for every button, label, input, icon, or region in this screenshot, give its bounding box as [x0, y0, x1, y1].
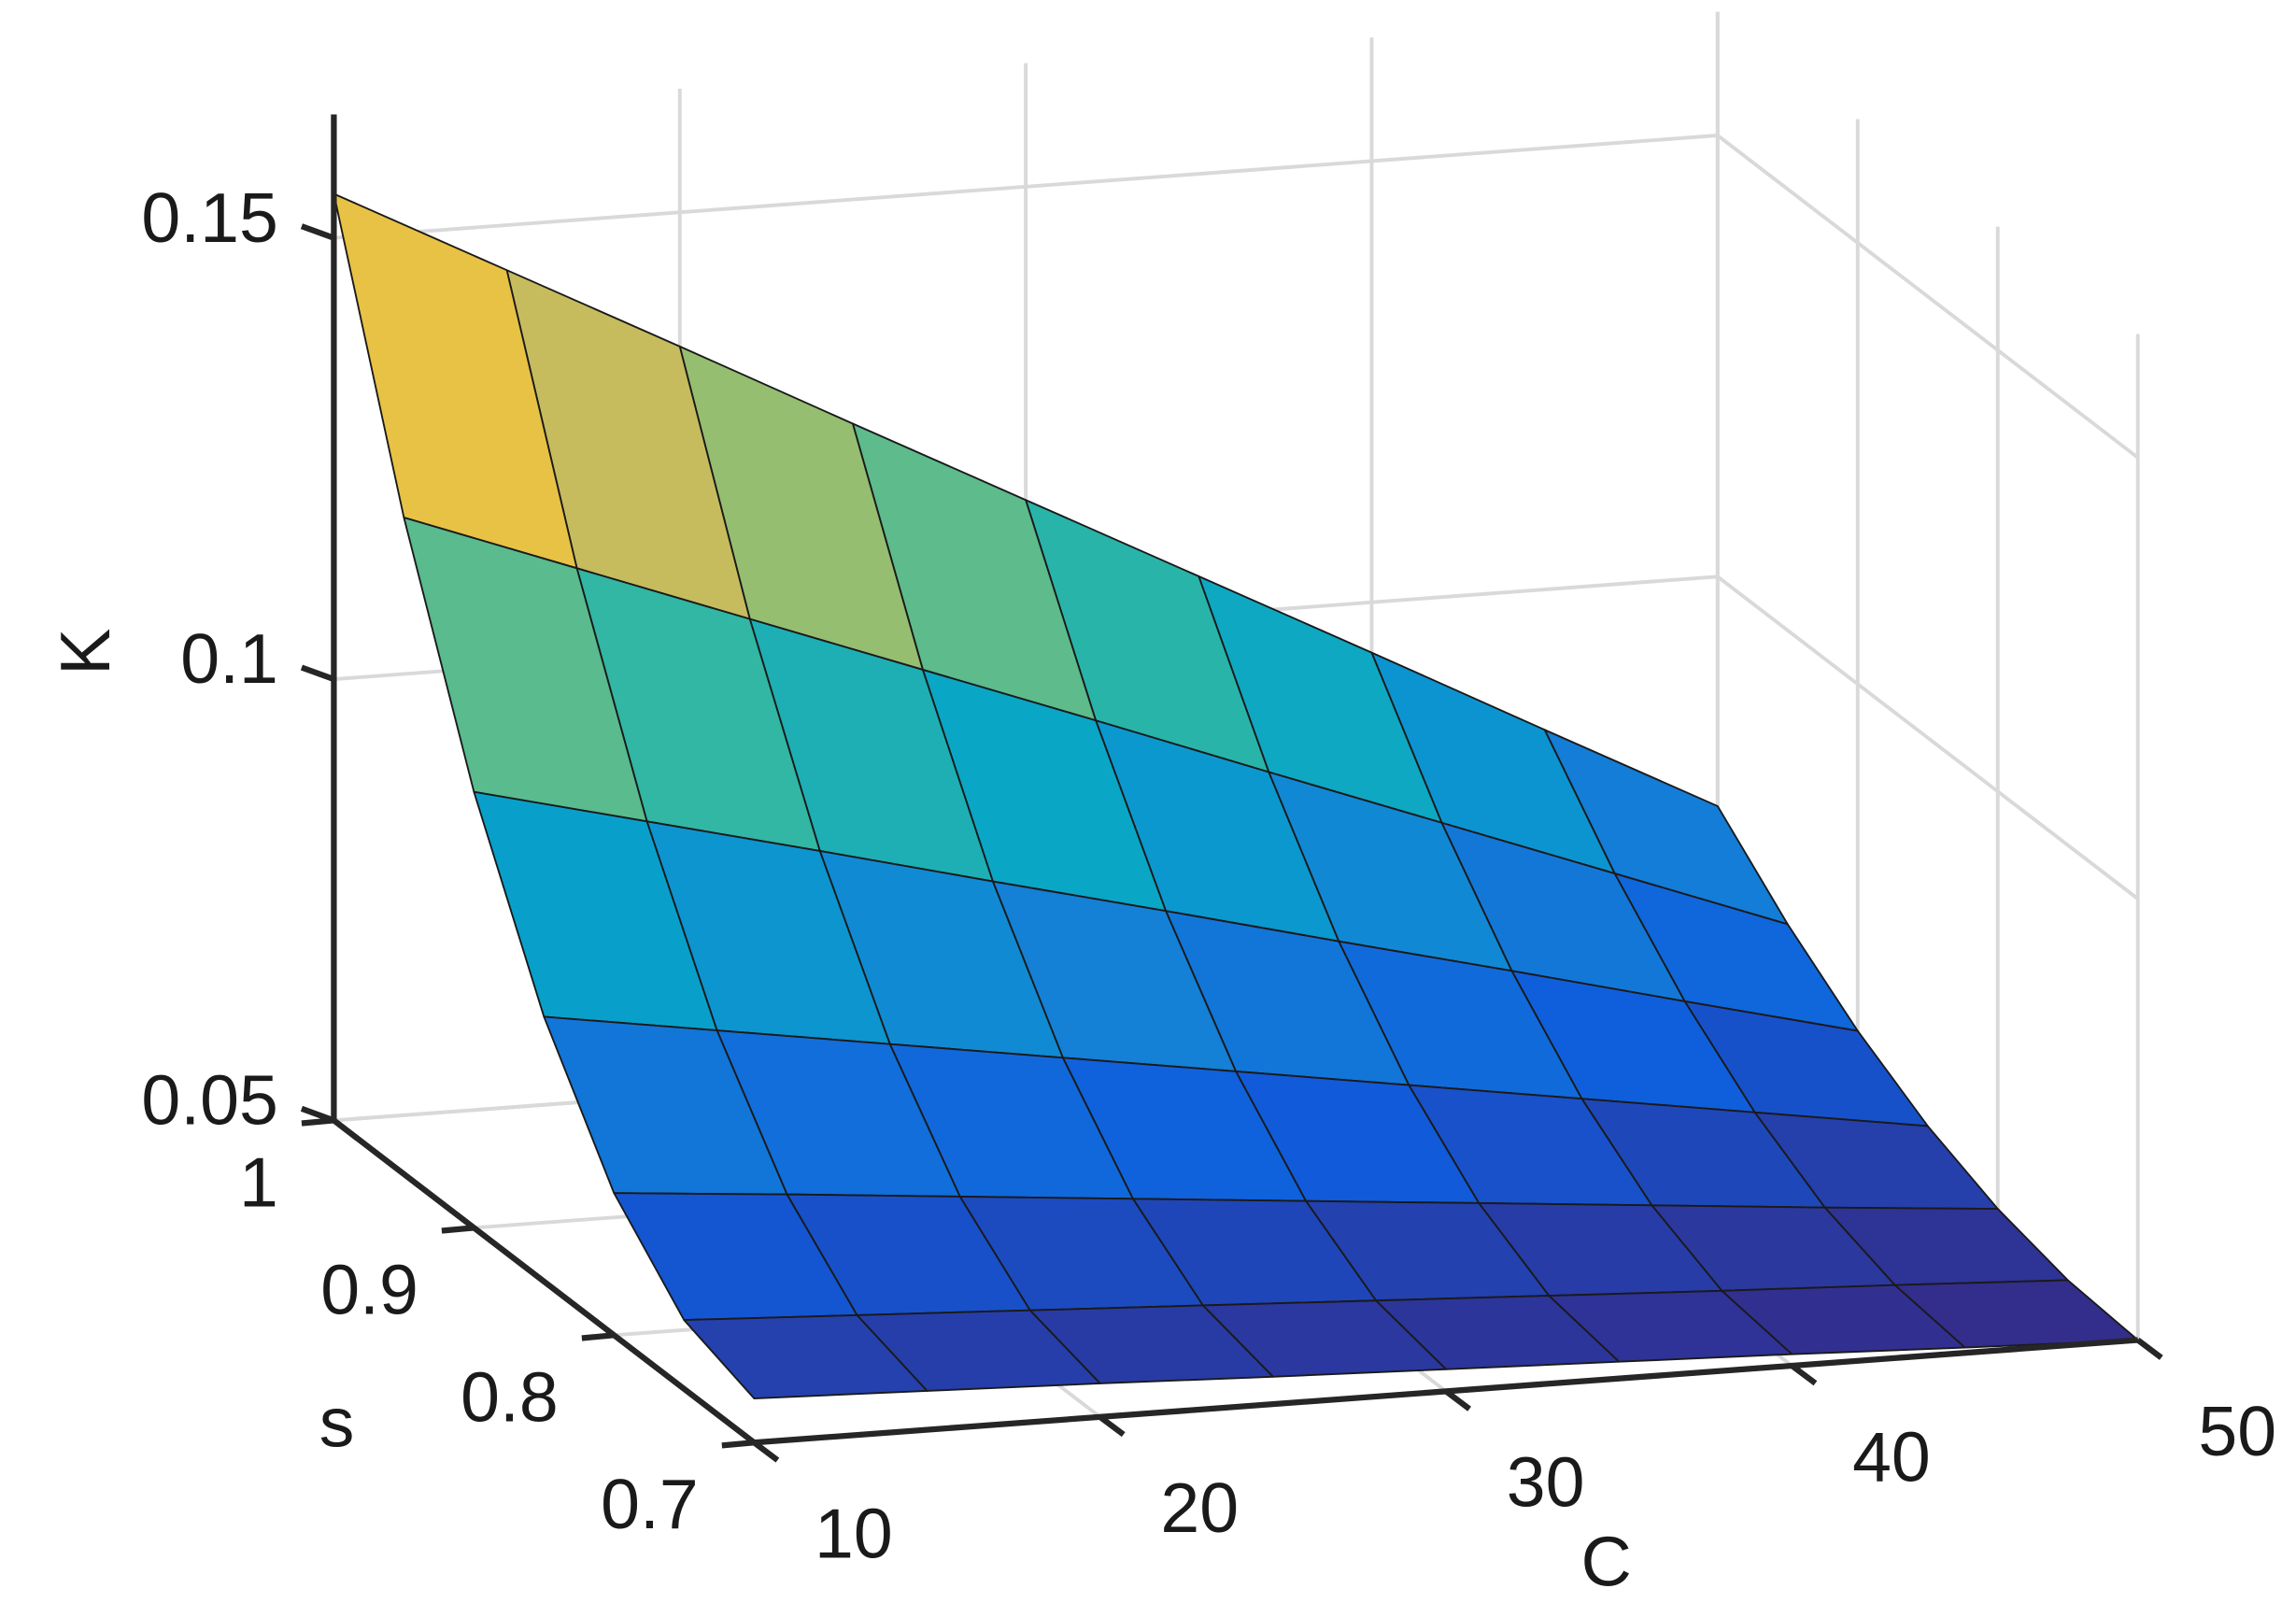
y-tick: [581, 1332, 615, 1341]
grid-line: [333, 134, 1718, 240]
z-tick: [300, 1105, 335, 1124]
y-axis: [332, 1117, 757, 1445]
z-tick: [300, 223, 335, 241]
grid-line: [1716, 574, 2139, 901]
z-tick-label: 0.1: [180, 619, 278, 698]
surface-patch: [683, 1313, 928, 1399]
x-tick-label: 20: [1160, 1468, 1239, 1547]
x-tick-label: 30: [1507, 1443, 1585, 1522]
y-tick-label: 0.9: [320, 1250, 418, 1328]
x-tick: [2135, 1338, 2163, 1360]
grid-line: [1716, 134, 2139, 460]
x-tick: [1098, 1414, 1126, 1438]
x-axis: [754, 1337, 2138, 1446]
x-axis-label: C: [1580, 1522, 1631, 1600]
y-tick-label: 0.8: [461, 1357, 559, 1436]
y-tick: [441, 1225, 475, 1234]
y-tick-label: 1: [239, 1142, 278, 1221]
z-tick-label: 0.15: [141, 178, 277, 257]
z-tick: [300, 664, 335, 683]
x-tick-label: 50: [2198, 1392, 2276, 1470]
x-tick: [1444, 1388, 1471, 1411]
surface: [333, 192, 2139, 1399]
x-tick: [752, 1440, 780, 1463]
y-tick-label: 0.7: [601, 1465, 699, 1543]
x-tick-label: 40: [1852, 1417, 1931, 1496]
y-axis-label: s: [319, 1383, 355, 1461]
z-axis-label: K: [46, 629, 124, 675]
x-tick: [1790, 1363, 1818, 1386]
x-tick-label: 10: [815, 1495, 893, 1573]
y-tick: [721, 1440, 755, 1449]
z-tick-label: 0.05: [141, 1061, 277, 1140]
